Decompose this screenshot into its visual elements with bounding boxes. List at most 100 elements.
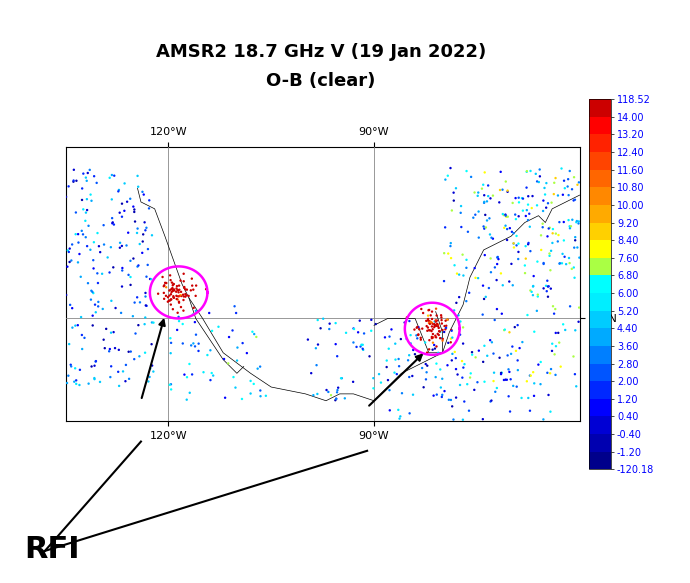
Point [569,273,580,282]
Point [546,246,557,255]
Point [542,231,553,241]
Point [560,184,571,193]
Point [525,166,536,175]
Point [159,280,170,290]
Point [255,386,266,395]
Text: RFI: RFI [24,535,80,564]
Point [482,181,493,190]
Point [483,191,494,201]
Point [543,390,554,399]
Point [166,290,177,299]
Point [405,339,416,348]
Point [565,222,576,231]
Point [321,385,332,395]
Point [63,339,75,349]
Point [479,197,490,206]
Point [505,375,516,384]
Point [412,322,423,332]
Point [466,172,477,181]
Point [411,323,422,332]
Point [248,329,259,339]
Point [535,231,546,240]
Point [336,374,347,383]
Point [129,205,140,214]
Point [532,257,543,266]
Point [511,231,522,241]
Point [380,333,391,342]
Point [573,317,584,326]
Point [189,318,200,327]
Point [429,317,440,326]
Point [461,166,472,175]
Point [516,194,527,203]
Point [417,363,428,373]
Point [140,226,151,235]
Point [507,280,518,290]
Point [446,206,457,215]
Point [473,207,484,216]
Point [72,230,83,239]
Point [178,296,189,305]
Point [499,223,510,233]
Point [180,289,191,298]
Point [504,223,515,233]
Point [129,208,140,217]
Point [512,356,523,365]
Point [488,349,499,358]
Point [553,328,564,338]
Point [573,178,584,187]
Point [477,310,489,319]
Point [513,198,524,207]
Point [524,209,535,219]
Point [117,266,128,275]
Point [426,332,437,342]
Point [569,173,580,182]
Point [436,333,447,343]
Point [510,194,521,203]
Point [512,321,523,330]
Point [247,327,258,336]
Point [180,285,191,294]
Point [76,312,87,322]
Point [166,385,177,394]
Point [508,229,519,238]
Point [551,229,562,238]
Point [176,292,187,301]
Point [99,240,110,249]
Point [208,371,219,380]
Point [187,281,198,290]
Point [502,351,513,360]
Point [125,280,136,290]
Point [429,321,440,330]
Point [407,371,418,381]
Point [188,285,199,294]
Point [424,305,435,315]
Point [495,368,506,378]
Point [452,370,463,379]
Point [433,326,444,336]
Point [357,345,368,354]
Point [545,284,556,293]
Point [421,316,432,325]
Point [504,367,515,377]
Point [491,384,502,393]
Point [564,258,575,268]
Point [486,396,497,405]
Point [78,205,89,214]
Point [427,345,438,354]
Point [422,361,433,370]
Point [448,196,460,205]
Point [432,329,443,339]
Point [553,338,564,347]
Point [538,284,549,293]
Point [171,282,182,291]
Point [86,286,97,296]
Point [431,311,442,320]
Point [381,363,392,372]
Point [241,349,253,358]
Point [402,313,413,322]
Point [61,378,72,388]
Point [500,210,511,219]
Point [386,325,397,334]
Point [148,318,159,327]
